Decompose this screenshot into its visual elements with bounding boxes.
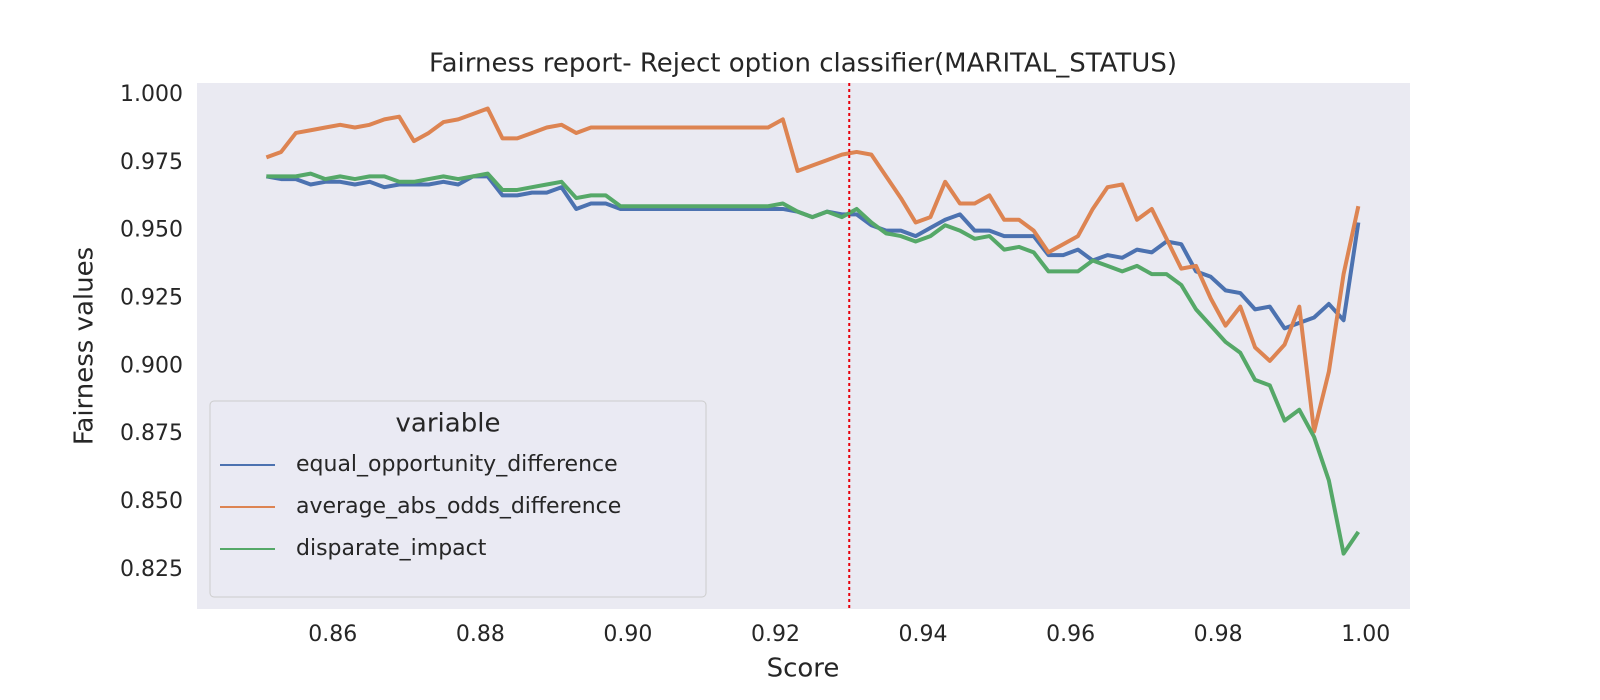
y-tick-label: 0.975 <box>120 150 183 175</box>
y-tick-label: 0.850 <box>120 489 183 514</box>
x-tick-label: 0.90 <box>603 622 652 647</box>
y-tick-label: 0.875 <box>120 421 183 446</box>
x-tick-label: 0.98 <box>1194 622 1243 647</box>
legend-box <box>209 400 707 598</box>
y-tick-label: 0.900 <box>120 353 183 378</box>
y-tick-label: 0.825 <box>120 557 183 582</box>
legend-label: disparate_impact <box>296 536 487 561</box>
x-tick-label: 1.00 <box>1341 622 1390 647</box>
series-line <box>266 171 1361 556</box>
x-tick-label: 0.92 <box>751 622 800 647</box>
y-tick-label: 0.950 <box>120 218 183 243</box>
x-tick-label: 0.94 <box>899 622 948 647</box>
legend: variable equal_opportunity_differenceaver… <box>209 400 707 598</box>
x-tick-label: 0.86 <box>308 622 357 647</box>
x-tick-label: 0.96 <box>1046 622 1095 647</box>
chart-title: Fairness report- Reject option classifie… <box>429 49 1177 79</box>
y-tick-label: 1.000 <box>120 82 183 107</box>
legend-label: equal_opportunity_difference <box>296 452 618 477</box>
series-line <box>265 106 1361 434</box>
y-tick-label: 0.925 <box>120 286 183 311</box>
plot-marks <box>265 83 1361 609</box>
legend-title: variable <box>396 409 501 439</box>
x-tick-label: 0.88 <box>456 622 505 647</box>
y-axis-label: Fairness values <box>70 247 100 445</box>
legend-label: average_abs_odds_difference <box>296 494 621 519</box>
x-axis-label: Score <box>767 654 840 684</box>
